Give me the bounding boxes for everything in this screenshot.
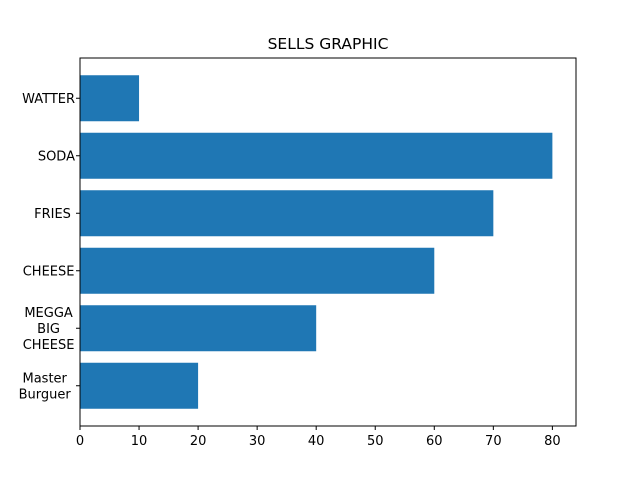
x-tick-label: 70	[485, 434, 502, 449]
bars-layer	[80, 75, 553, 409]
bar-soda	[80, 132, 553, 179]
axes-layer: Master Burguer MEGGA BIG CHEESE CHEESE FRIES SO…	[19, 92, 561, 449]
plot-frame	[79, 57, 577, 427]
bar-watter	[80, 75, 140, 122]
x-tick-label: 80	[544, 434, 561, 449]
bar-cheese	[80, 247, 435, 294]
y-tick-label: SODA	[38, 149, 75, 164]
chart-title: SELLS GRAPHIC	[268, 35, 389, 53]
x-tick-label: 60	[426, 434, 443, 449]
y-tick-label: CHEESE	[23, 264, 75, 279]
x-tick-label: 30	[249, 434, 266, 449]
bar-master-burguer	[80, 362, 199, 409]
y-tick-label: MEGGA BIG CHEESE	[23, 306, 75, 353]
x-tick-label: 0	[76, 434, 84, 449]
bar-megga-big-cheese	[80, 305, 317, 352]
x-tick-label: 50	[367, 434, 384, 449]
bar-fries	[80, 190, 494, 237]
y-tick-label: WATTER	[22, 92, 75, 107]
x-tick-label: 40	[308, 434, 325, 449]
x-tick-label: 10	[131, 434, 148, 449]
x-tick-label: 20	[190, 434, 207, 449]
y-tick-label: Master Burguer	[19, 371, 72, 402]
y-tick-label: FRIES	[34, 207, 71, 222]
